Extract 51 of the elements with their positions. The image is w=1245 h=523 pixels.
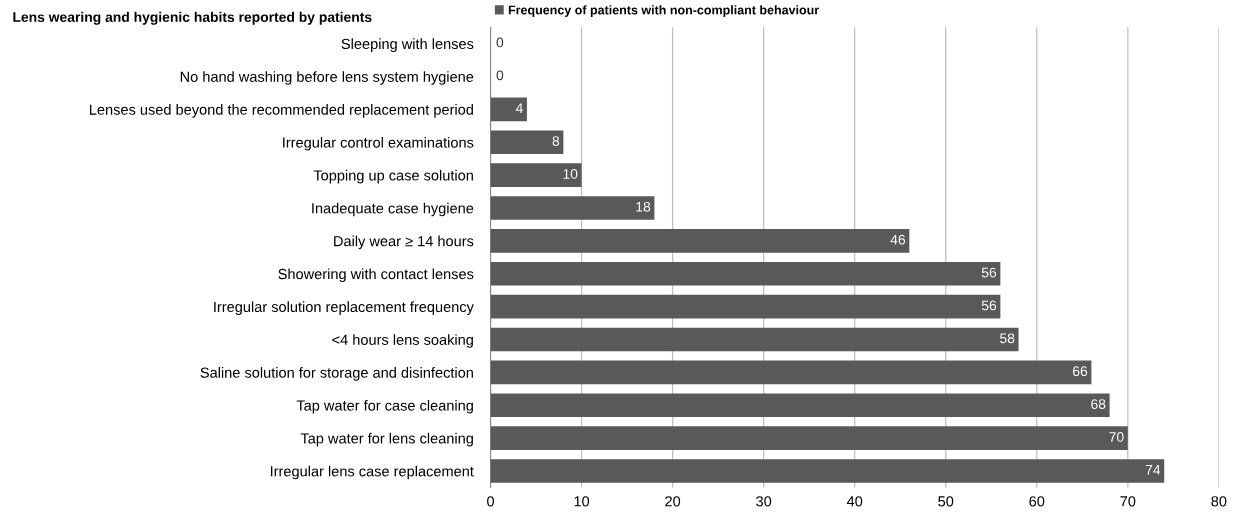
data-label: 4 [515, 103, 523, 113]
bar [490, 229, 910, 253]
data-label: 56 [981, 267, 997, 278]
y-tick-label: Tap water for lens cleaning [300, 432, 473, 447]
y-tick-label: Irregular control examinations [283, 136, 474, 151]
data-label: 8 [552, 136, 560, 146]
bar [490, 196, 655, 220]
y-tick-label: Irregular solution replacement frequency [214, 301, 474, 315]
y-tick-label: No hand washing before lens system hygiene [180, 71, 474, 85]
data-label: 10 [563, 169, 578, 179]
x-tick-label: 80 [1211, 496, 1227, 507]
y-tick-label: Saline solution for storage and disinfection [200, 367, 473, 381]
y-tick-label: <4 hours lens soaking [332, 334, 473, 348]
y-tick-label: Daily wear ≥ 14 hours [334, 235, 474, 250]
data-label: 58 [1000, 333, 1015, 344]
x-tick-label: 60 [1029, 496, 1045, 507]
x-tick-label: 70 [1120, 496, 1136, 507]
data-label: 68 [1091, 399, 1106, 409]
x-tick-label: 40 [846, 496, 863, 507]
y-tick-label: Sleeping with lenses [341, 38, 474, 52]
data-label: 18 [636, 201, 651, 212]
y-tick-label: Topping up case solution [313, 169, 473, 184]
y-tick-label: Showering with contact lenses [278, 268, 474, 283]
text: Lens wearing and hygienic habits reported by patients [13, 11, 372, 25]
x-tick-label: 10 [574, 496, 590, 507]
data-label: 70 [1109, 432, 1124, 442]
y-tick-label: Lenses used beyond the recommended replacement period [90, 104, 473, 118]
bar [490, 97, 527, 122]
x-tick-label: 50 [938, 496, 954, 507]
data-label: 0 [496, 37, 504, 48]
bar [490, 261, 1001, 286]
x-tick-label: 30 [756, 496, 772, 507]
y-tick-label: Tap water for case cleaning [296, 399, 473, 414]
bar [490, 130, 564, 155]
data-label: 46 [890, 234, 906, 245]
data-label: 0 [496, 70, 504, 81]
data-label: 74 [1145, 465, 1161, 475]
x-tick-label: 0 [487, 496, 495, 507]
bar [490, 426, 1128, 450]
bar [490, 327, 1019, 352]
data-label: 66 [1073, 366, 1088, 377]
legend-label: Frequency of patients with non-compliant behaviour [508, 5, 819, 17]
bar [490, 360, 1092, 385]
bar [490, 459, 1165, 483]
bar [490, 163, 582, 187]
bar [490, 294, 1001, 319]
bar [490, 393, 1110, 418]
y-tick-label: Inadequate case hygiene [312, 202, 474, 217]
y-tick-label: Irregular lens case replacement [270, 465, 474, 480]
data-label: 56 [981, 300, 997, 311]
x-tick-label: 20 [665, 496, 681, 507]
